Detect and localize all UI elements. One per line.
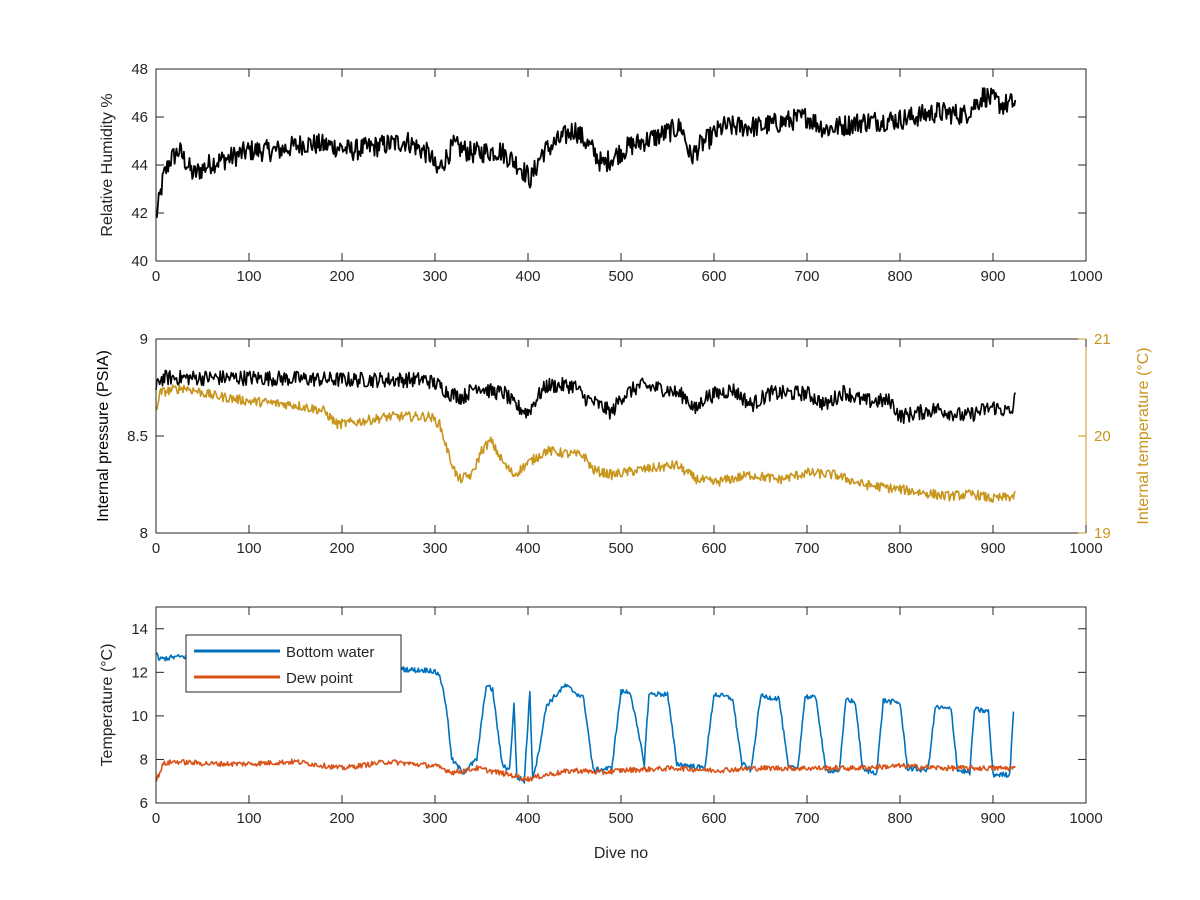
y-tick-label: 8.5 bbox=[127, 428, 148, 445]
y-tick-label: 14 bbox=[131, 621, 148, 638]
y-tick-label: 6 bbox=[140, 795, 148, 812]
y-tick-label: 40 bbox=[131, 253, 148, 270]
x-tick-label: 100 bbox=[236, 540, 261, 557]
x-tick-label: 200 bbox=[329, 540, 354, 557]
x-tick-label: 900 bbox=[980, 810, 1005, 827]
y-right-tick-label: 21 bbox=[1094, 331, 1111, 348]
x-axis-label: Dive no bbox=[594, 845, 648, 862]
y-right-tick-label: 19 bbox=[1094, 525, 1111, 542]
x-tick-label: 400 bbox=[515, 540, 540, 557]
x-tick-label: 300 bbox=[422, 268, 447, 285]
x-tick-label: 400 bbox=[515, 268, 540, 285]
y-axis-label: Relative Humidity % bbox=[99, 93, 116, 236]
series-0 bbox=[155, 87, 1017, 219]
x-tick-label: 400 bbox=[515, 810, 540, 827]
y-axis-label: Temperature (°C) bbox=[99, 644, 116, 767]
y-tick-label: 42 bbox=[131, 205, 148, 222]
x-tick-label: 1000 bbox=[1069, 810, 1102, 827]
y-tick-label: 44 bbox=[131, 157, 148, 174]
x-tick-label: 200 bbox=[329, 268, 354, 285]
x-axis: 0 100 200 300 400 500 600 700 800 900 1000 bbox=[152, 607, 1103, 827]
y-axis-label-left: Internal pressure (PSIA) bbox=[95, 350, 112, 522]
legend: Bottom water Dew point bbox=[185, 634, 402, 693]
y-tick-label: 46 bbox=[131, 109, 148, 126]
series-layer bbox=[155, 87, 1017, 219]
chart-panel-humidity: 0 100 200 300 400 500 600 700 800 900 1000 4042444… bbox=[99, 61, 1103, 285]
x-tick-label: 700 bbox=[794, 268, 819, 285]
plot-area bbox=[156, 339, 1086, 533]
x-axis: 0 100 200 300 400 500 600 700 800 900 1000 bbox=[152, 69, 1103, 285]
x-tick-label: 800 bbox=[887, 540, 912, 557]
y-tick-label: 8 bbox=[140, 751, 148, 768]
legend-box bbox=[185, 634, 402, 693]
x-tick-label: 100 bbox=[236, 810, 261, 827]
series-layer bbox=[155, 369, 1017, 503]
series-dew-point bbox=[155, 758, 1016, 782]
y-axis: 6 8 10 12 14 bbox=[131, 621, 1086, 812]
y-tick-label: 48 bbox=[131, 61, 148, 78]
x-tick-label: 200 bbox=[329, 810, 354, 827]
x-tick-label: 1000 bbox=[1069, 540, 1102, 557]
x-tick-label: 500 bbox=[608, 540, 633, 557]
x-tick-label: 300 bbox=[422, 810, 447, 827]
y-axis-right: 19 20 21 bbox=[1078, 331, 1111, 542]
x-tick-label: 0 bbox=[152, 268, 160, 285]
y-axis-left: 88.59 bbox=[127, 331, 164, 542]
x-tick-label: 0 bbox=[152, 540, 160, 557]
x-axis: 0 100 200 300 400 500 600 700 800 900 1000 bbox=[152, 339, 1103, 557]
y-axis-label-right: Internal temperature (°C) bbox=[1135, 347, 1152, 524]
series-0 bbox=[155, 369, 1017, 425]
x-tick-label: 900 bbox=[980, 268, 1005, 285]
x-tick-label: 500 bbox=[608, 268, 633, 285]
x-tick-label: 800 bbox=[887, 810, 912, 827]
x-tick-label: 0 bbox=[152, 810, 160, 827]
y-axis: 40 42 44 46 48 bbox=[131, 61, 1086, 270]
y-tick-label: 10 bbox=[131, 708, 148, 725]
x-tick-label: 500 bbox=[608, 810, 633, 827]
x-tick-label: 700 bbox=[794, 540, 819, 557]
legend-label-dew-point: Dew point bbox=[286, 670, 354, 687]
x-tick-label: 600 bbox=[701, 268, 726, 285]
x-tick-label: 1000 bbox=[1069, 268, 1102, 285]
x-tick-label: 800 bbox=[887, 268, 912, 285]
series-1 bbox=[155, 384, 1016, 503]
chart-panel-temperature: 0 100 200 300 400 500 600 700 800 900 1000 6 8 10 12 1… bbox=[99, 606, 1103, 862]
y-tick-label: 12 bbox=[131, 664, 148, 681]
x-tick-label: 300 bbox=[422, 540, 447, 557]
y-right-tick-label: 20 bbox=[1094, 428, 1111, 445]
legend-label-bottom-water: Bottom water bbox=[286, 644, 374, 661]
x-tick-label: 900 bbox=[980, 540, 1005, 557]
x-tick-label: 100 bbox=[236, 268, 261, 285]
x-tick-label: 700 bbox=[794, 810, 819, 827]
y-tick-label: 8 bbox=[140, 525, 148, 542]
x-tick-label: 600 bbox=[701, 540, 726, 557]
plot-area bbox=[156, 69, 1086, 261]
x-tick-label: 600 bbox=[701, 810, 726, 827]
chart-panel-pressure: 0 100 200 300 400 500 600 700 800 900 1000 88.59 1… bbox=[95, 331, 1152, 557]
y-tick-label: 9 bbox=[140, 331, 148, 348]
